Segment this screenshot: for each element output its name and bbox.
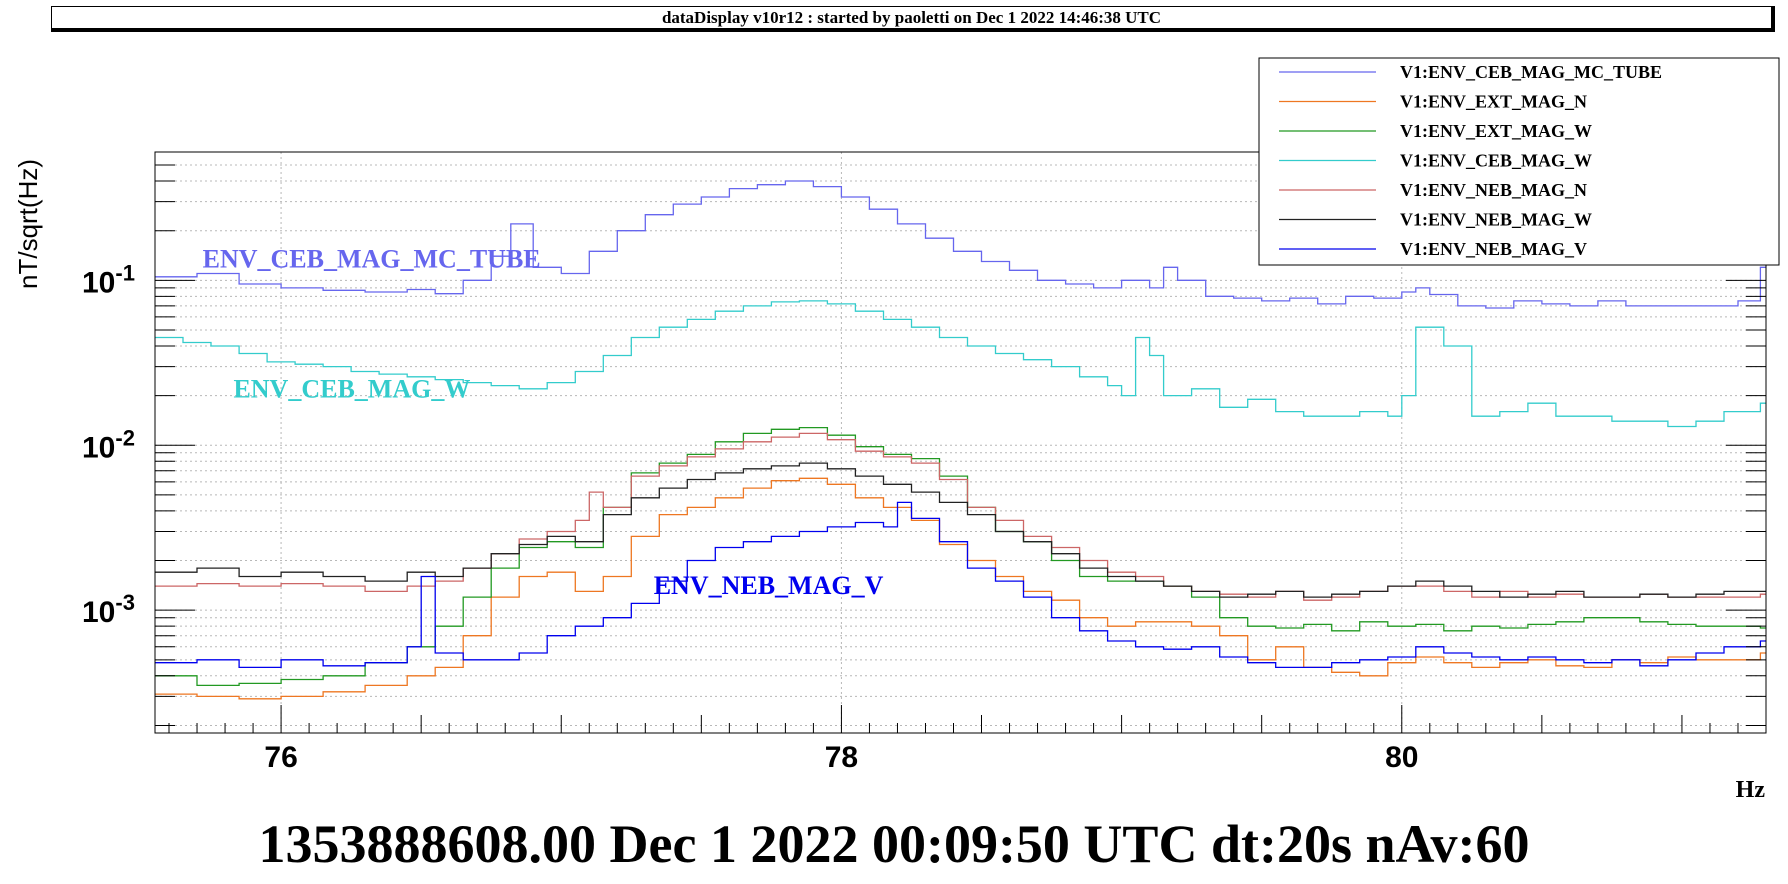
legend: V1:ENV_CEB_MAG_MC_TUBE V1:ENV_EXT_MAG_N V1… (1258, 57, 1780, 266)
series-annotation: ENV_CEB_MAG_W (233, 374, 470, 403)
grid (155, 152, 1766, 733)
legend-entry: V1:ENV_NEB_MAG_V (1400, 239, 1587, 259)
legend-entry: V1:ENV_EXT_MAG_N (1400, 92, 1587, 112)
header-title: dataDisplay v10r12 : started by paoletti… (661, 8, 1162, 27)
y-tick-label: 10-3 (82, 590, 135, 629)
series-line (155, 300, 1766, 428)
series-annotation: ENV_NEB_MAG_V (654, 571, 884, 600)
series-line (155, 432, 1766, 601)
annotations: ENV_CEB_MAG_MC_TUBE ENV_CEB_MAG_W ENV_NEB_… (203, 244, 884, 600)
x-tick-label: 76 (264, 741, 297, 774)
y-tick-exponent: -3 (115, 590, 135, 615)
footer-timestamp: 1353888608.00 Dec 1 2022 00:09:50 UTC dt… (259, 814, 1530, 874)
series-line (155, 501, 1766, 669)
y-tick-base: 10 (82, 431, 115, 464)
legend-box (1258, 57, 1780, 266)
x-axis-unit: Hz (1736, 777, 1766, 803)
x-tick-label: 78 (825, 741, 858, 774)
y-tick-base: 10 (82, 266, 115, 299)
y-tick-base: 10 (82, 596, 115, 629)
y-axis-label: nT/sqrt(Hz) (13, 159, 43, 289)
legend-entry: V1:ENV_CEB_MAG_MC_TUBE (1400, 62, 1662, 82)
axis-ticks (155, 164, 1767, 733)
y-tick-exponent: -1 (115, 260, 135, 285)
legend-entry: V1:ENV_NEB_MAG_W (1400, 210, 1592, 230)
legend-entry: V1:ENV_NEB_MAG_N (1400, 180, 1587, 200)
series-line (155, 180, 1766, 309)
y-tick-label: 10-2 (82, 425, 135, 464)
y-tick-exponent: -2 (115, 425, 135, 450)
series-line (155, 462, 1766, 598)
header-title-bar: dataDisplay v10r12 : started by paoletti… (51, 6, 1775, 32)
legend-entry: V1:ENV_CEB_MAG_W (1400, 151, 1592, 171)
plot-frame (154, 151, 1767, 734)
legend-entry: V1:ENV_EXT_MAG_W (1400, 121, 1592, 141)
y-tick-label: 10-1 (82, 260, 135, 299)
series-layer (155, 180, 1766, 700)
x-tick-label: 80 (1385, 741, 1418, 774)
series-annotation: ENV_CEB_MAG_MC_TUBE (203, 244, 541, 273)
